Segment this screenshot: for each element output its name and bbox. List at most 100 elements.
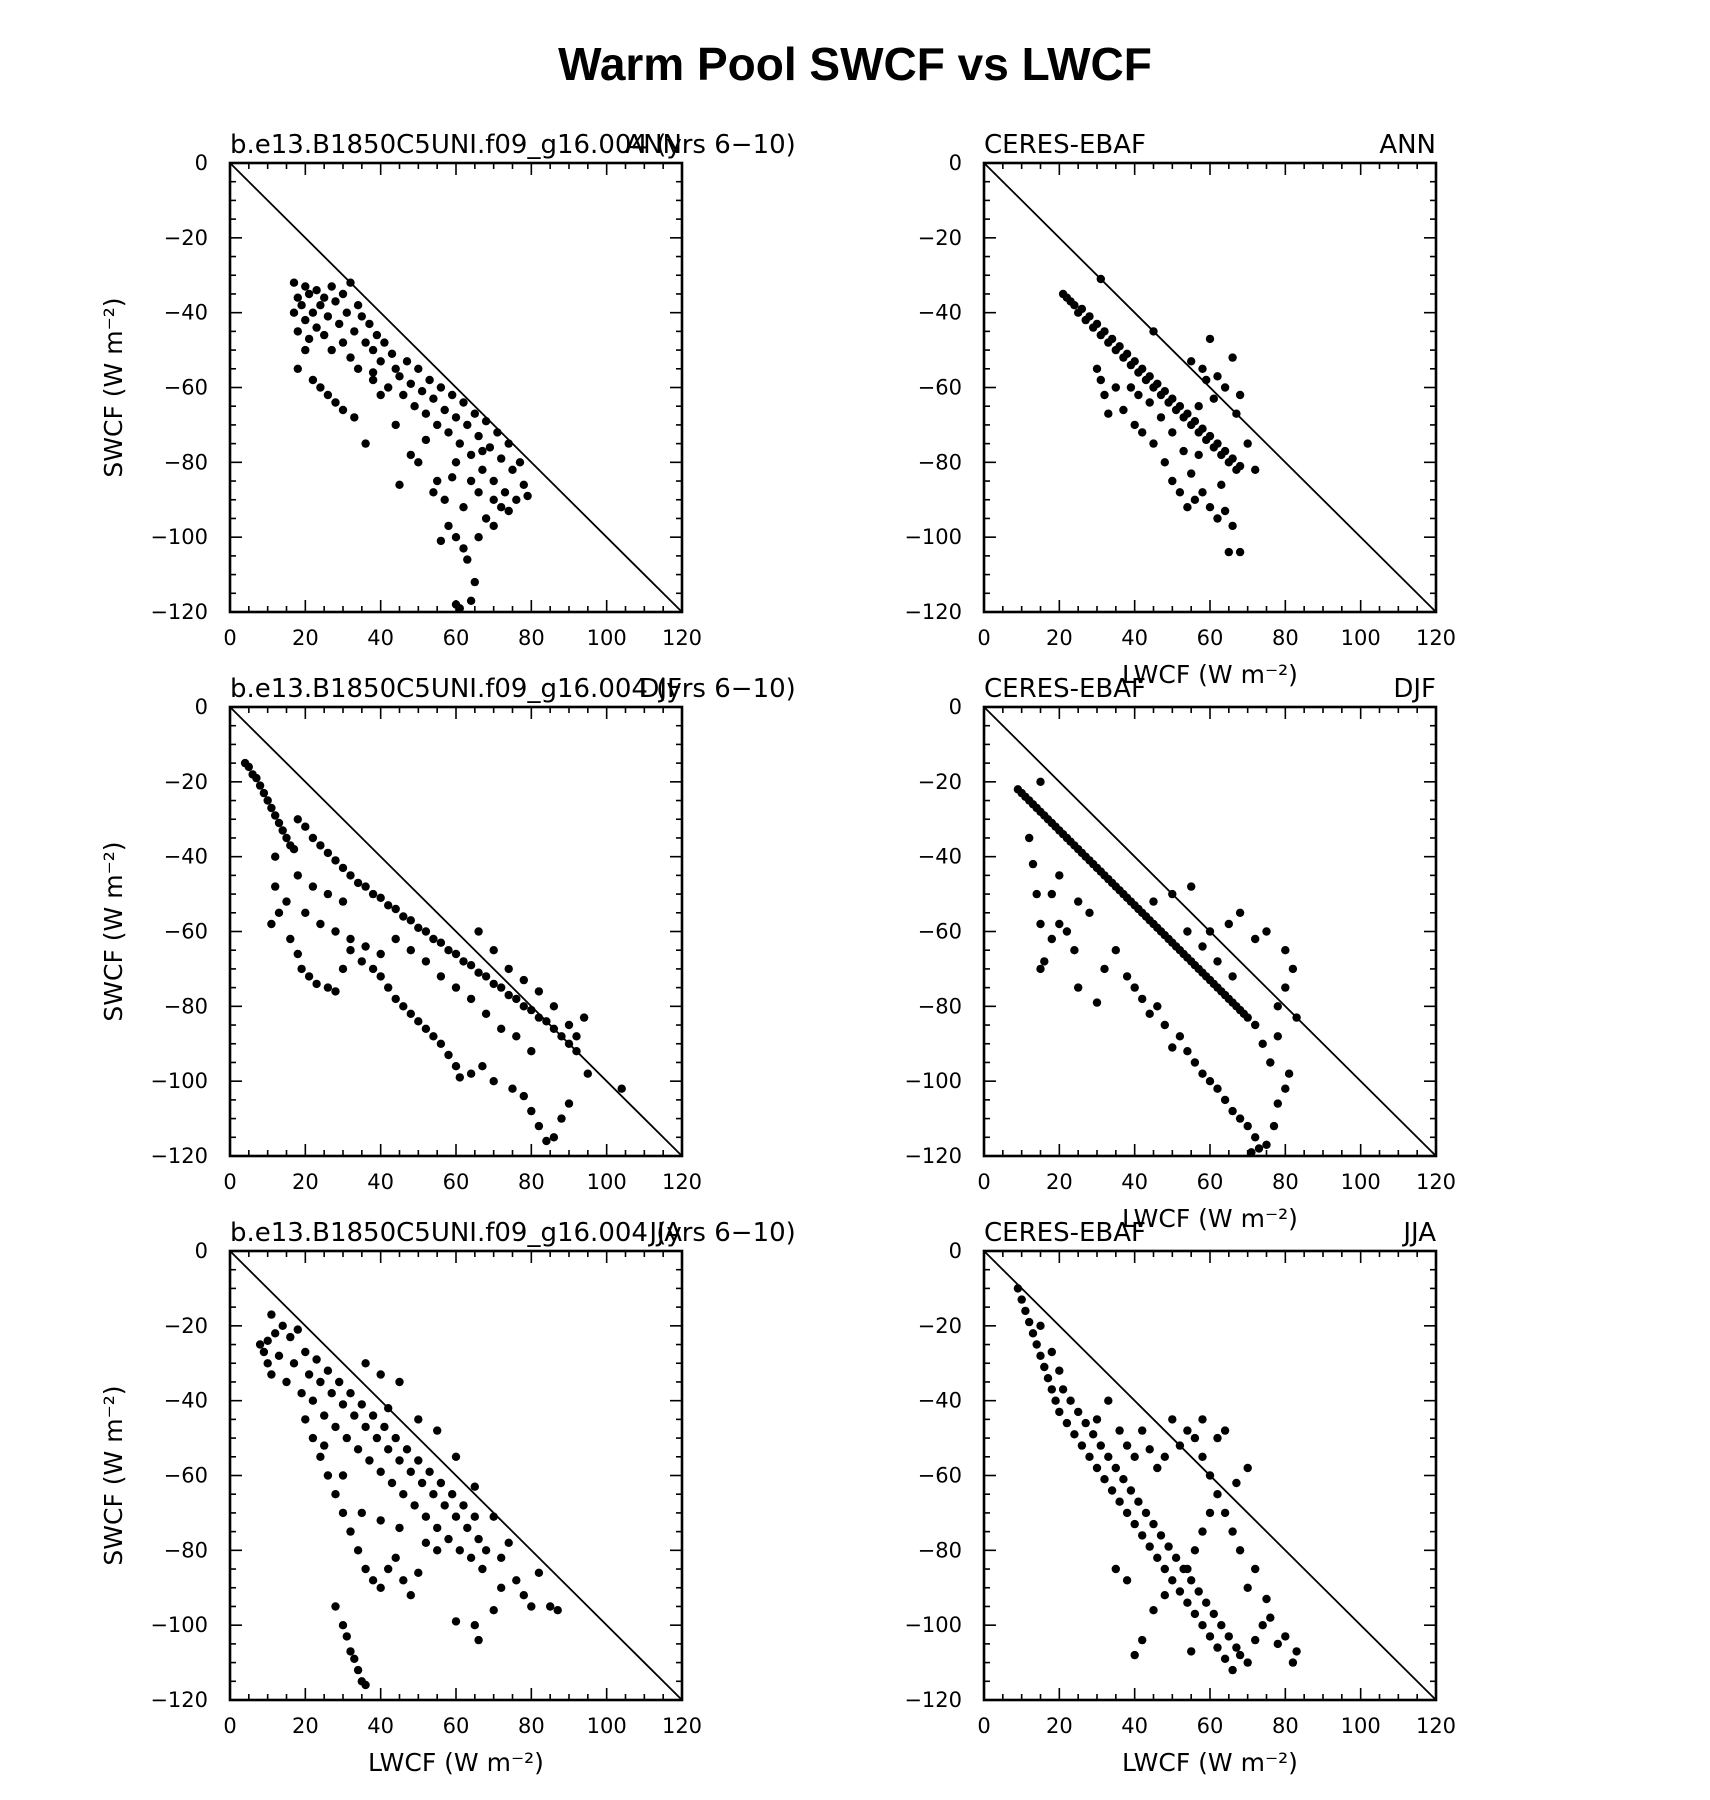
data-point [451,949,461,959]
data-point [1194,1587,1203,1596]
axis-ticks [983,706,1437,1157]
data-point [1281,946,1290,955]
data-point [1228,454,1237,463]
y-tick-label: −80 [164,450,208,474]
y-axis-label: SWCF (W m⁻²) [99,1385,128,1565]
data-point [474,968,483,977]
data-point [327,1389,336,1398]
data-point [1220,506,1230,516]
data-point [1183,503,1192,512]
x-tick-label: 120 [662,1170,702,1194]
data-point [508,465,517,474]
data-point [1235,1650,1245,1660]
x-tick-label: 100 [587,1714,627,1738]
y-tick-label: 0 [949,695,962,719]
data-point [1077,304,1087,314]
data-point [429,1490,438,1499]
x-tick-label: 120 [662,1714,702,1738]
data-point [1058,1385,1068,1394]
data-point [267,919,276,929]
axis-ticks [229,1250,683,1701]
reference-line [229,1250,683,1701]
data-point [489,946,498,955]
data-point [1168,1043,1177,1052]
data-point [1025,833,1034,843]
data-point [1138,428,1147,437]
data-point [282,1377,291,1387]
data-point [436,938,446,947]
data-point [1281,1084,1290,1093]
y-tick-label: −60 [918,376,962,400]
data-point [459,398,468,407]
data-point [323,848,333,858]
data-point [1055,1366,1064,1375]
data-point [1228,972,1237,981]
data-point [542,1017,551,1026]
data-point [463,420,472,430]
data-point [338,1508,348,1518]
data-point [368,964,378,974]
data-point [572,1047,581,1056]
x-tick-label: 20 [1046,1714,1073,1738]
data-point [1243,1121,1252,1131]
data-point [316,383,325,392]
data-point [489,979,498,989]
data-point [395,1456,404,1465]
data-point [1138,1426,1147,1435]
y-tick-label: −120 [150,600,208,624]
data-point [463,555,472,564]
data-point [267,1370,276,1379]
data-point [308,833,318,843]
data-point [1074,1407,1083,1417]
x-tick-label: 60 [1197,1714,1224,1738]
data-point [1266,1058,1275,1067]
data-point [1213,1490,1222,1499]
y-tick-label: −80 [164,1538,208,1562]
x-axis-label: LWCF (W m⁻²) [1122,660,1298,689]
data-point [1111,383,1121,392]
data-point [448,1490,457,1499]
data-point [271,882,280,891]
data-point [1198,424,1207,433]
data-point [1187,469,1196,478]
figure-title: Warm Pool SWCF vs LWCF [558,38,1152,90]
data-point [286,934,295,944]
data-point [1243,1463,1252,1473]
data-point [1160,458,1170,467]
data-point [1160,1020,1170,1030]
data-point [1183,1564,1192,1574]
data-point [440,405,449,415]
data-point [368,889,378,899]
data-point [1187,1647,1196,1656]
data-point [455,604,464,613]
axis-ticks [983,1250,1437,1701]
data-point [1209,1609,1219,1619]
data-point [380,338,389,347]
data-point [497,503,506,512]
data-point [376,1583,385,1593]
data-point [1213,957,1222,966]
data-point [1111,1463,1121,1473]
data-point [1292,1013,1301,1022]
data-point [312,1355,321,1364]
data-point [474,431,483,441]
panel-right-label: DJF [1393,674,1436,704]
data-point [549,1002,559,1011]
x-tick-label: 80 [518,1714,545,1738]
y-tick-label: −20 [164,1314,208,1338]
data-point [1115,342,1124,351]
x-tick-label: 60 [1197,1170,1224,1194]
data-point [1194,402,1203,411]
data-point [1228,353,1237,362]
data-point [342,1433,351,1443]
data-point [331,1422,340,1432]
data-point [1175,402,1185,411]
data-point [271,1329,280,1338]
data-point [391,420,400,430]
data-point [1141,1508,1151,1518]
data-point [1028,1329,1038,1338]
data-point [331,398,340,407]
data-point [1134,390,1143,400]
data-point [433,420,442,430]
data-point [376,1516,385,1525]
